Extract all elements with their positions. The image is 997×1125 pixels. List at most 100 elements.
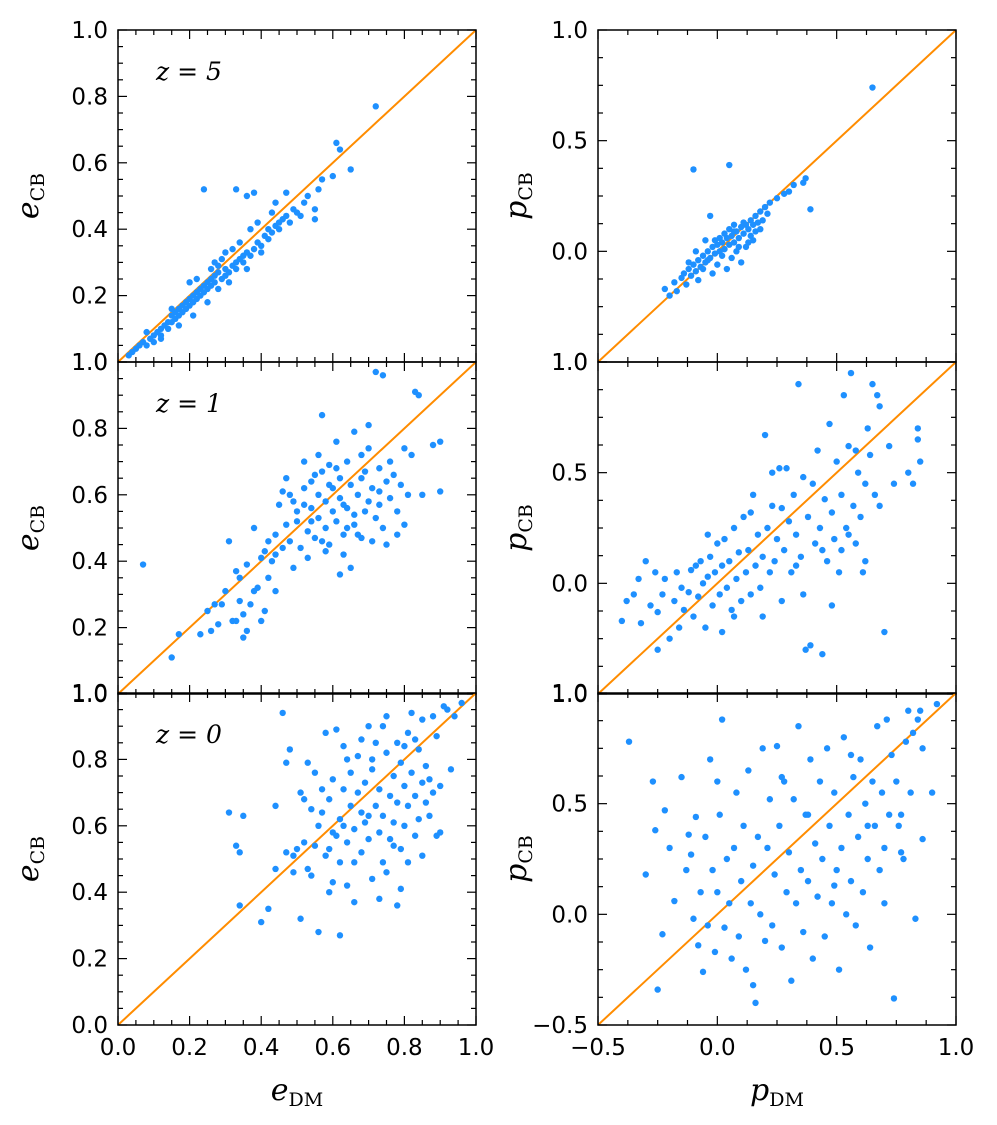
redshift-annotation: z = 5 (155, 57, 222, 86)
scatter-points (225, 699, 465, 939)
scatter-point (718, 628, 726, 636)
scatter-point (300, 458, 308, 465)
scatter-point (293, 518, 301, 525)
diagonal-line (598, 693, 956, 1025)
scatter-point (254, 584, 261, 591)
scatter-point (272, 587, 279, 595)
scatter-point (726, 558, 733, 565)
scatter-point (215, 262, 222, 269)
scatter-point (874, 392, 881, 399)
scatter-point (838, 844, 845, 852)
scatter-point (279, 488, 286, 495)
scatter-point (666, 844, 673, 852)
scatter-point (738, 259, 745, 266)
scatter-point (678, 773, 685, 781)
y-tick-label: 0.8 (71, 84, 108, 110)
scatter-point (752, 562, 759, 569)
scatter-point (340, 501, 347, 508)
scatter-point (728, 606, 735, 614)
y-tick-label: 1.0 (551, 350, 588, 376)
scatter-point (888, 751, 895, 759)
scatter-point (283, 189, 290, 196)
scatter-point (831, 535, 838, 543)
scatter-point (422, 799, 430, 806)
y-tick-label: 0.6 (71, 151, 108, 177)
y-tick-label: 0.4 (71, 549, 108, 575)
scatter-point (211, 601, 218, 608)
scatter-point (318, 538, 326, 545)
scatter-point (326, 845, 333, 853)
y-tick-label: 0.6 (71, 814, 108, 840)
scatter-point (864, 425, 871, 432)
scatter-point (326, 541, 333, 548)
scatter-points (661, 84, 876, 299)
scatter-point (847, 877, 855, 885)
scatter-point (297, 212, 304, 220)
scatter-point (232, 842, 240, 849)
x-axis-label: eDM (271, 1073, 323, 1111)
scatter-point (843, 911, 850, 918)
scatter-point (661, 575, 669, 583)
scatter-point (404, 491, 412, 498)
scatter-point (845, 811, 852, 818)
scatter-point (329, 879, 336, 886)
scatter-point (890, 995, 898, 1002)
scatter-point (258, 918, 265, 926)
scatter-point (329, 508, 336, 515)
scatter-point (723, 855, 731, 863)
scatter-point (157, 335, 165, 342)
scatter-point (351, 511, 358, 518)
scatter-point (811, 840, 819, 847)
scatter-point (721, 245, 728, 253)
scatter-point (240, 259, 247, 266)
scatter-point (386, 458, 394, 465)
scatter-point (379, 524, 387, 532)
scatter-point (890, 480, 898, 487)
scatter-point (685, 259, 692, 266)
scatter-point (243, 561, 251, 568)
y-tick-label: −0.5 (532, 1013, 588, 1039)
scatter-point (718, 716, 726, 723)
scatter-point (354, 531, 362, 538)
scatter-point (709, 243, 716, 251)
scatter-point (792, 900, 800, 907)
scatter-point (704, 248, 711, 255)
scatter-point (336, 932, 344, 939)
scatter-point (852, 447, 859, 454)
scatter-point (247, 252, 254, 259)
scatter-point (821, 933, 828, 940)
scatter-point (308, 806, 315, 813)
scatter-point (336, 494, 344, 502)
scatter-point (376, 488, 383, 495)
scatter-point (826, 420, 833, 428)
scatter-point (642, 871, 649, 878)
scatter-point (766, 796, 774, 803)
scatter-point (204, 299, 211, 306)
scatter-point (802, 646, 809, 653)
scatter-point (437, 829, 444, 836)
scatter-point (704, 573, 711, 580)
scatter-point (286, 746, 294, 753)
y-tick-label: 1.0 (551, 18, 588, 44)
scatter-point (225, 538, 233, 545)
scatter-point (726, 241, 733, 248)
scatter-point (754, 833, 762, 841)
scatter-point (336, 859, 344, 866)
panel-p_z1: 1.0 0.0 0.5 1.0 pCB (499, 350, 957, 708)
scatter-point (258, 617, 265, 625)
scatter-point (909, 480, 917, 487)
y-axis-label: eCB (11, 173, 49, 219)
scatter-point (365, 723, 372, 730)
y-tick-label: 0.5 (551, 461, 588, 487)
y-tick-label: 1.0 (551, 350, 588, 376)
scatter-point (193, 275, 200, 283)
scatter-point (895, 822, 902, 829)
scatter-point (218, 255, 226, 263)
scatter-point (390, 471, 397, 479)
scatter-point (236, 239, 243, 246)
scatter-point (881, 900, 888, 907)
y-axis-label: pCB (499, 172, 537, 220)
scatter-point (673, 569, 680, 576)
scatter-point (300, 501, 308, 508)
scatter-point (854, 833, 862, 841)
